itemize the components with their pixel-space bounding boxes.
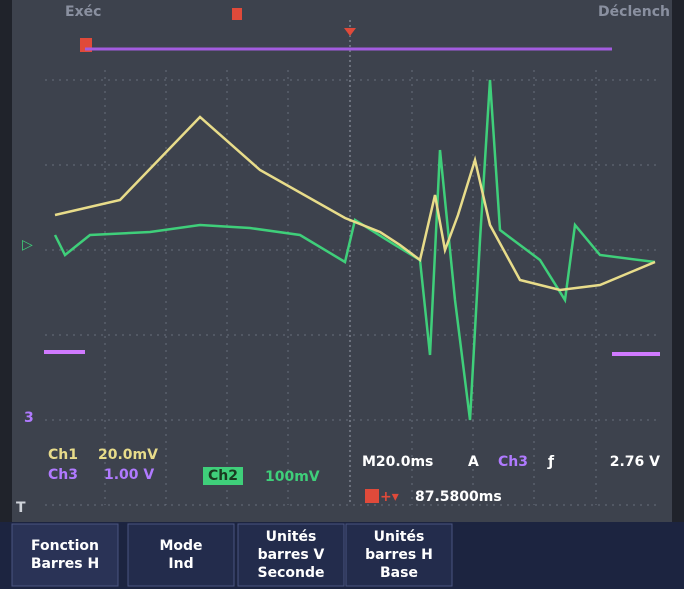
ch1-label: Ch1 xyxy=(48,447,78,463)
menu-button[interactable] xyxy=(11,523,119,587)
ch3-label: Ch3 xyxy=(48,467,78,483)
menu-button-label: Unités xyxy=(266,529,317,545)
ch1-scale: 20.0mV xyxy=(98,447,158,463)
menu-button-label: Unités xyxy=(374,529,425,545)
trigger-arrow xyxy=(344,28,356,36)
menu: Fonction Barres H Mode Ind Unités barres V Sec… xyxy=(11,523,453,587)
menu-button[interactable] xyxy=(345,523,453,587)
menu-button-label: Ind xyxy=(168,556,193,572)
menu-button-label: Base xyxy=(380,565,418,581)
menu-button-label: barres H xyxy=(365,547,433,563)
ch3-scale: 1.00 V xyxy=(104,467,154,483)
trigger-mode: A xyxy=(468,454,479,470)
timebase: M20.0ms xyxy=(362,454,433,470)
menu-button[interactable] xyxy=(127,523,235,587)
ch3-marker: 3 xyxy=(24,410,34,426)
trigger-slope: ƒ xyxy=(547,454,555,470)
graticule xyxy=(45,20,658,506)
run-status: Exéc xyxy=(65,4,101,20)
trigger-status: Déclench xyxy=(598,4,670,20)
cursor-delta: 87.5800ms xyxy=(415,489,502,505)
ch2-badge xyxy=(203,467,243,485)
menu-button-label: Mode xyxy=(159,538,202,554)
menu-button-label: Fonction xyxy=(31,538,99,554)
trigger-position xyxy=(232,8,242,20)
menu-button-label: Barres H xyxy=(31,556,99,572)
trigger-source: Ch3 xyxy=(498,454,528,470)
ch2-scale: 100mV xyxy=(265,469,320,485)
cursor-delta-symbol: +▾ xyxy=(380,489,399,505)
trigger-marker: T xyxy=(16,500,26,516)
cursor-delta-icon xyxy=(365,489,379,503)
menu-button[interactable] xyxy=(237,523,345,587)
ch2-trace xyxy=(53,79,656,421)
ch1-trace xyxy=(54,115,656,292)
menu-button-label: barres V xyxy=(258,547,325,563)
ch2-marker: ▷ xyxy=(22,237,33,253)
ch2-label: Ch2 xyxy=(208,468,238,484)
menu-button-label: Seconde xyxy=(258,565,325,581)
trigger-level: 2.76 V xyxy=(610,454,660,470)
